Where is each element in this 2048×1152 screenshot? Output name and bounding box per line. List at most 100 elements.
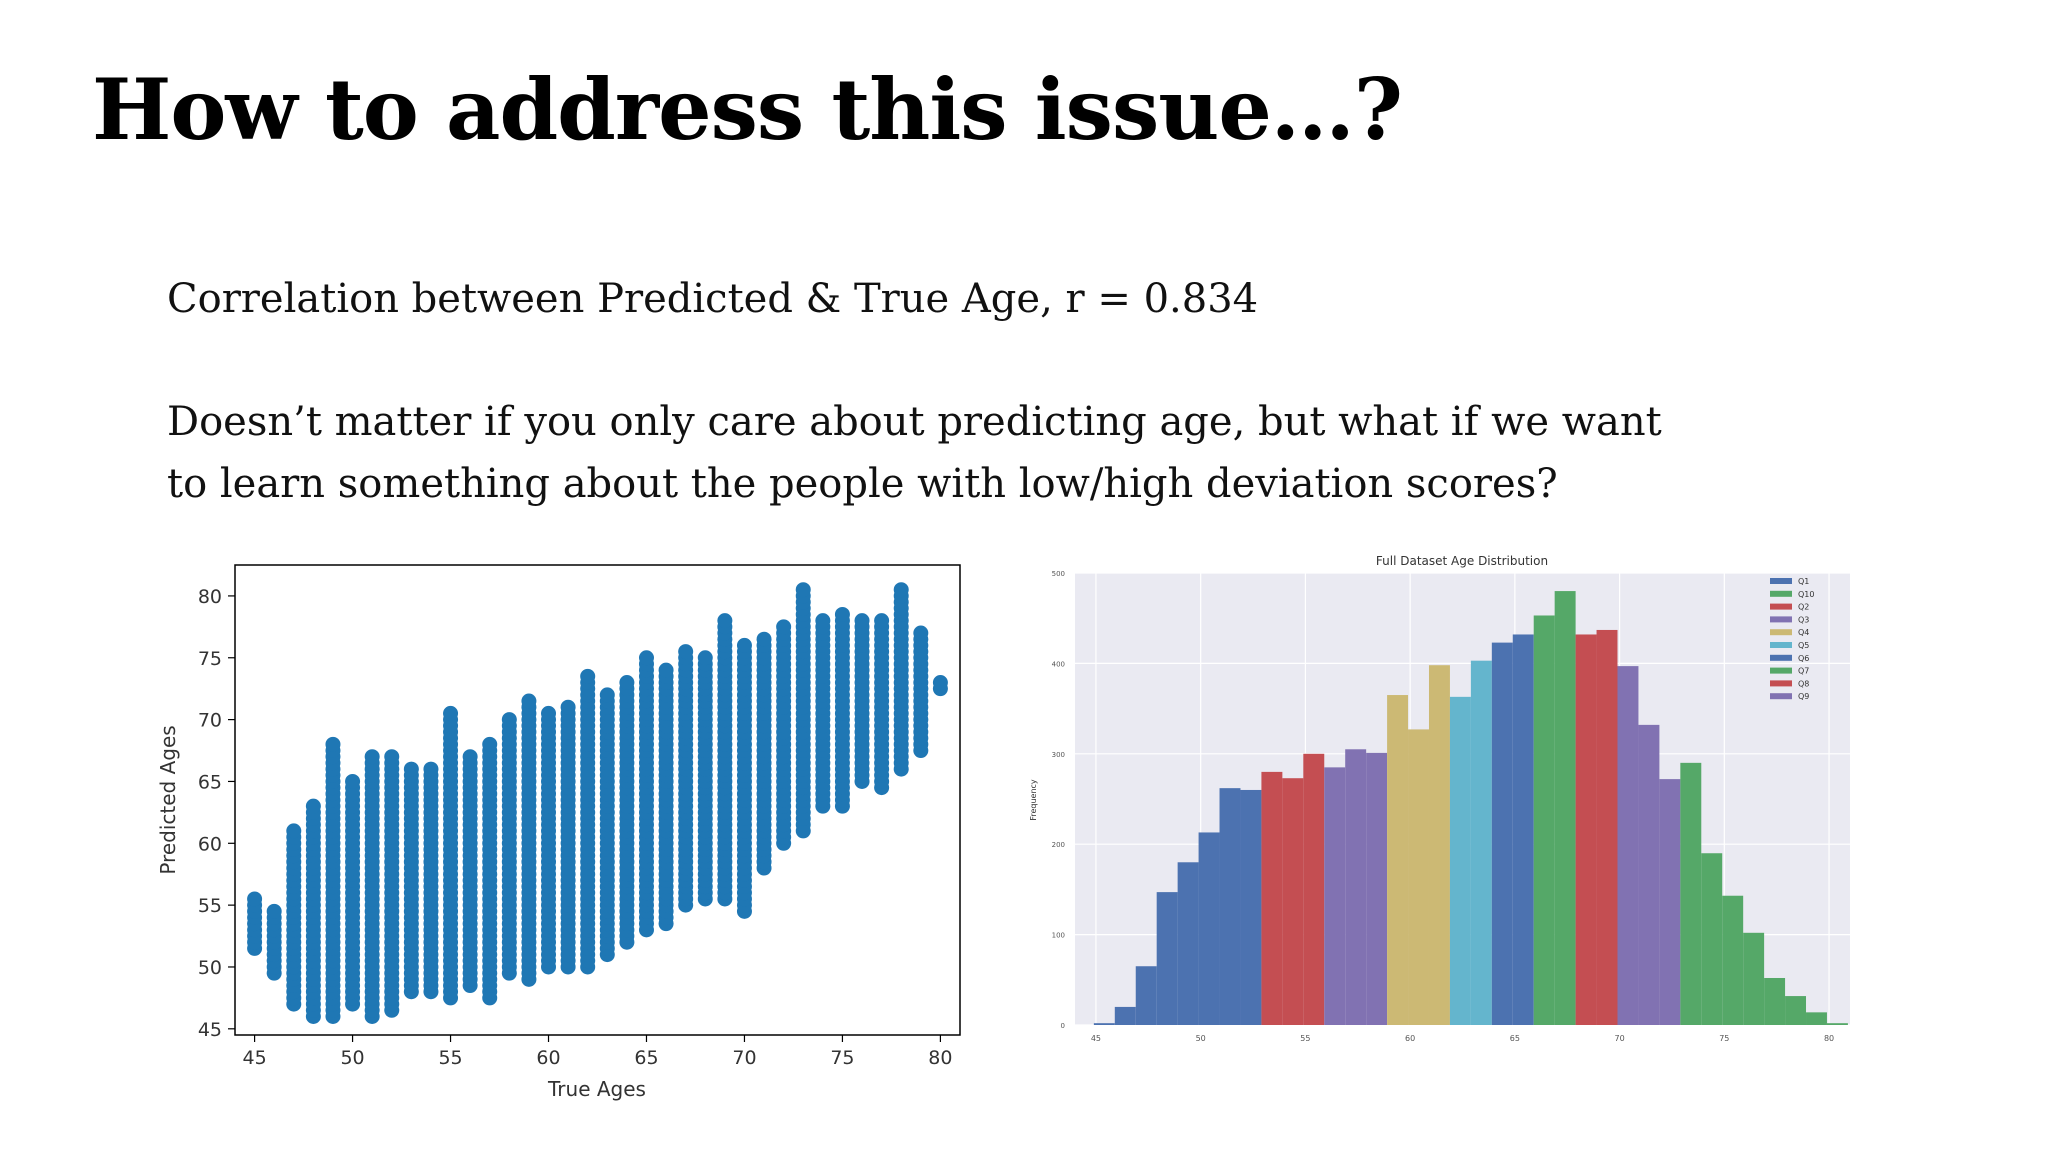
scatter-point [834,606,850,622]
legend-label: Q9 [1798,692,1809,701]
histogram-bar [1177,862,1199,1025]
scatter-point [286,823,302,839]
histogram-bar [1135,966,1157,1025]
legend-swatch [1770,616,1792,623]
scatter-point [619,675,635,690]
histogram-bar [1303,753,1325,1025]
legend-label: Q1 [1798,577,1809,586]
histogram-bar [1617,666,1639,1025]
scatter-point [932,675,948,690]
scatter-x-tick-label: 45 [243,1047,267,1069]
legend-label: Q7 [1798,667,1809,676]
scatter-point [521,693,537,709]
legend-label: Q4 [1798,628,1809,637]
histogram-bar [1680,762,1702,1025]
histogram-bar [1659,779,1681,1025]
scatter-point [815,613,831,629]
histogram-bar [1324,767,1346,1025]
histogram-y-tick-label: 400 [1052,660,1065,668]
histogram-bar [1743,932,1765,1025]
scatter-x-axis: 45 50 55 60 65 70 75 80 [243,1035,952,1069]
scatter-y-tick-label: 45 [198,1019,222,1041]
scatter-point [384,749,400,765]
histogram-bar [1114,1006,1136,1025]
scatter-x-tick-label: 70 [732,1047,756,1069]
histogram-bar [1722,895,1744,1025]
histogram-bar [1512,634,1534,1025]
scatter-x-tick-label: 75 [830,1047,854,1069]
correlation-text: Correlation between Predicted & True Age… [167,276,1259,322]
legend-swatch [1770,642,1792,648]
scatter-point [697,650,713,666]
scatter-point [305,798,321,814]
scatter-chart-panel: 45 50 55 60 65 70 75 80 45 50 55 60 65 70 75 80 True A… [140,545,980,1120]
scatter-y-tick-label: 60 [198,833,222,855]
scatter-point [266,903,282,919]
histogram-bar [1701,853,1723,1025]
histogram-bar [1596,629,1618,1025]
scatter-point [913,625,929,641]
histogram-bar [1198,832,1220,1025]
scatter-x-tick-label: 80 [928,1047,952,1069]
legend-swatch [1770,654,1792,661]
slide-title: How to address this issue…? [92,60,1403,159]
legend-swatch [1770,667,1792,674]
scatter-point [854,613,870,629]
scatter-point [462,749,478,765]
legend-swatch [1770,629,1792,636]
question-text-line-1: Doesn’t matter if you only care about pr… [167,399,1662,445]
scatter-point [717,613,733,629]
scatter-y-tick-label: 75 [198,648,222,670]
scatter-chart: 45 50 55 60 65 70 75 80 45 50 55 60 65 70 75 80 True A… [156,564,961,1101]
histogram-x-tick-label: 45 [1091,1034,1101,1043]
legend-swatch [1770,693,1792,700]
scatter-point [638,650,654,666]
scatter-y-tick-label: 50 [198,957,222,979]
legend-swatch [1770,578,1792,584]
scatter-y-axis: 45 50 55 60 65 70 75 80 [198,586,235,1041]
histogram-bar [1764,977,1786,1025]
histogram-bar [1366,752,1388,1025]
scatter-x-tick-label: 55 [438,1047,462,1069]
scatter-point [345,773,361,789]
histogram-bar [1491,642,1513,1025]
legend-label: Q10 [1798,590,1814,599]
histogram-bar [1428,665,1450,1025]
histogram-x-tick-label: 75 [1719,1034,1729,1043]
histogram-title: Full Dataset Age Distribution [1376,554,1548,568]
histogram-bar [1806,1012,1827,1025]
scatter-point [599,687,615,703]
question-text-line-2: to learn something about the people with… [167,461,1558,507]
legend-label: Q2 [1798,603,1809,612]
histogram-x-tick-label: 60 [1405,1034,1415,1043]
legend-label: Q5 [1798,641,1809,650]
legend-swatch [1770,680,1792,687]
scatter-point [678,644,694,660]
legend-swatch [1770,603,1792,610]
scatter-point [247,891,263,907]
histogram-x-tick-label: 80 [1824,1034,1834,1043]
scatter-point [736,637,752,653]
scatter-y-tick-label: 70 [198,710,222,732]
legend-label: Q6 [1798,654,1809,663]
histogram-x-axis: 45 50 55 60 65 70 75 80 [1091,1034,1834,1043]
histogram-x-tick-label: 65 [1510,1034,1520,1043]
scatter-point [482,736,498,752]
histogram-bar [1387,695,1409,1025]
histogram-bars [1093,591,1848,1025]
scatter-point [364,749,380,765]
scatter-plot-frame [234,564,961,1036]
scatter-y-tick-label: 55 [198,895,222,917]
scatter-point [658,662,674,678]
legend-swatch [1770,590,1792,597]
scatter-y-tick-label: 65 [198,771,222,793]
scatter-y-tick-label: 80 [198,586,222,608]
histogram-legend: Q1 Q10 Q2 Q3 Q4 Q5 Q6 Q7 Q8 Q9 [1770,577,1814,701]
scatter-point [560,699,576,715]
histogram-y-tick-label: 100 [1052,932,1065,940]
histogram-y-tick-label: 500 [1052,570,1065,578]
histogram-bar [1575,634,1597,1025]
histogram-bar [1533,615,1555,1025]
scatter-x-tick-label: 60 [536,1047,560,1069]
